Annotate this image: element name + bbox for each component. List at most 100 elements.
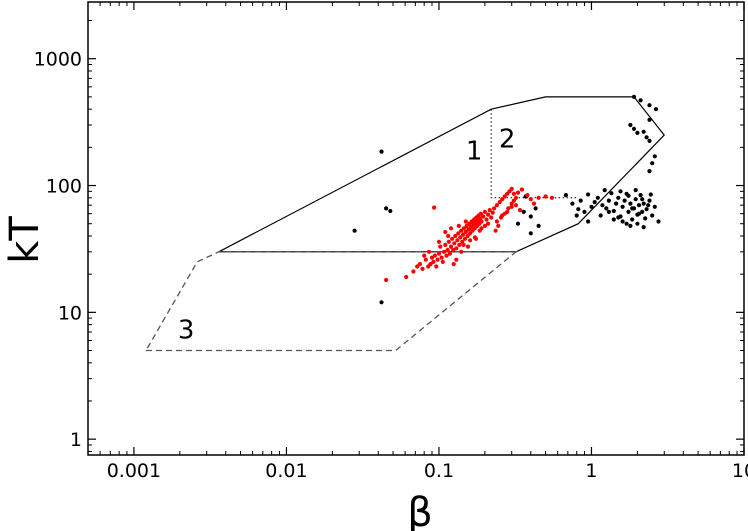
data-point [650, 161, 655, 166]
data-point [461, 232, 466, 237]
y-tick-label: 10 [58, 302, 82, 324]
data-point [604, 206, 609, 211]
data-point [484, 217, 489, 222]
data-point [440, 259, 445, 264]
x-tick-label: 1 [585, 460, 597, 482]
data-point [448, 244, 454, 249]
data-point [511, 198, 516, 203]
data-point [606, 209, 612, 214]
data-point [536, 223, 541, 228]
data-point [638, 193, 643, 198]
data-point [602, 188, 607, 193]
data-point [531, 201, 537, 206]
data-point [646, 203, 651, 208]
data-point [492, 206, 497, 211]
data-point [458, 235, 463, 240]
data-point [435, 257, 440, 262]
data-point [586, 192, 591, 197]
region-label-1: 1 [466, 137, 483, 167]
data-point [490, 210, 495, 215]
data-point [647, 103, 652, 108]
data-point [448, 226, 454, 231]
data-point [502, 211, 507, 216]
data-point [528, 231, 533, 236]
data-point [592, 200, 597, 205]
data-point [465, 244, 471, 249]
x-tick-label: 0.01 [265, 460, 307, 482]
data-point [478, 211, 483, 216]
data-point [456, 231, 461, 236]
y-axis-label: kT [2, 216, 48, 264]
data-point [457, 242, 462, 247]
data-point [494, 219, 499, 224]
data-point [525, 193, 530, 198]
data-point [519, 187, 525, 192]
data-point [432, 253, 437, 258]
data-point [644, 135, 649, 140]
x-tick-label: 0.1 [424, 460, 454, 482]
data-point [459, 249, 464, 254]
data-point [384, 277, 389, 283]
data-point [635, 221, 640, 226]
data-point [379, 300, 384, 305]
data-point [652, 154, 657, 159]
data-point [644, 207, 649, 212]
data-point [445, 247, 450, 253]
data-point [631, 126, 637, 131]
data-point [509, 186, 514, 191]
data-point [462, 236, 467, 241]
data-point [438, 244, 443, 249]
data-point [428, 262, 433, 267]
data-point [452, 241, 457, 246]
data-point [468, 238, 473, 243]
data-point [653, 107, 659, 112]
data-point [528, 214, 533, 219]
data-point [638, 98, 643, 103]
data-point [447, 251, 452, 256]
y-tick-label: 1000 [34, 49, 82, 71]
data-point [493, 228, 498, 233]
data-point [636, 211, 642, 216]
axis-ticks: 0.001 0.01 0.1 1 10 1 10 100 1000 [34, 2, 748, 482]
data-point [647, 138, 652, 143]
data-point [616, 195, 621, 200]
plot-frame [87, 1, 745, 456]
data-point [641, 225, 646, 230]
data-point [434, 264, 439, 269]
data-point [578, 198, 583, 203]
data-point [513, 203, 519, 208]
data-point [494, 203, 499, 208]
region-label-2: 2 [499, 124, 516, 154]
data-point [506, 206, 511, 211]
data-point [574, 213, 579, 218]
data-point [487, 208, 492, 213]
data-point [456, 223, 461, 228]
x-axis-label: β [407, 490, 433, 531]
data-point [446, 233, 451, 239]
data-point [536, 195, 541, 200]
data-point [444, 253, 449, 258]
data-point [656, 219, 661, 224]
data-point [509, 201, 514, 206]
data-point [586, 219, 591, 224]
data-point [443, 229, 448, 235]
region-label-3: 3 [178, 316, 195, 346]
data-point [631, 94, 637, 99]
data-point [442, 249, 447, 254]
data-point [589, 204, 594, 209]
data-point [439, 255, 444, 260]
data-point [489, 215, 494, 220]
data-point [620, 204, 625, 209]
y-tick-label: 100 [46, 176, 82, 198]
data-point [423, 257, 428, 262]
data-point [521, 209, 526, 214]
data-point [570, 201, 575, 206]
data-point [626, 209, 631, 214]
data-point [630, 206, 635, 211]
data-point [643, 216, 648, 221]
data-point [509, 204, 514, 209]
data-point [648, 192, 653, 197]
data-point [455, 238, 460, 243]
data-point [563, 193, 569, 198]
data-point [481, 214, 486, 219]
